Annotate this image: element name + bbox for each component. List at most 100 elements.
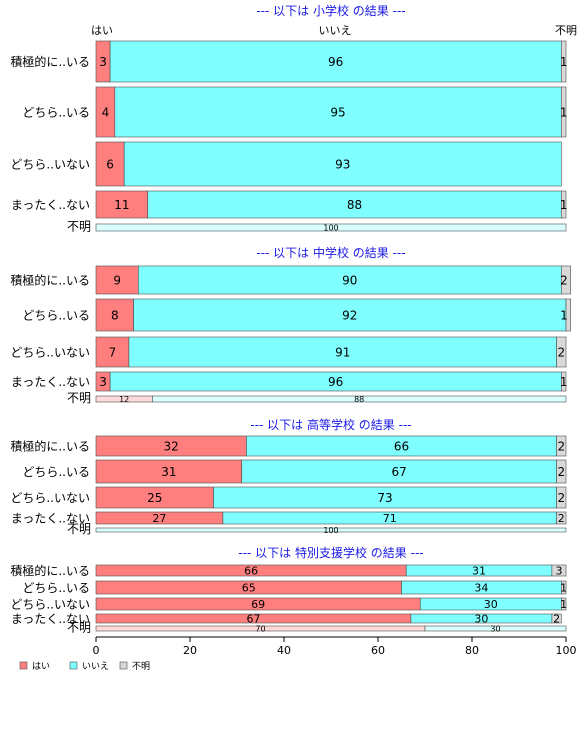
value-label: 1 (560, 55, 568, 69)
bar-segment (556, 459, 567, 484)
row-label: どちら..いる (22, 308, 90, 322)
value-label: 88 (354, 395, 364, 404)
bar-segment (551, 613, 562, 624)
value-label: 2 (553, 612, 560, 625)
value-label: 2 (557, 345, 565, 359)
value-label: 96 (328, 375, 343, 389)
bar-segment (560, 40, 567, 83)
column-header-label: はい (91, 24, 113, 37)
bar-segment (560, 265, 571, 295)
value-label: 90 (342, 273, 357, 287)
row-label: どちら..いる (22, 465, 90, 479)
row-label: 積極的に..いる (10, 563, 90, 578)
bar-segment (133, 298, 567, 332)
value-label: 25 (147, 491, 162, 505)
value-label: 1 (560, 598, 567, 611)
bar-segment (114, 86, 562, 138)
value-label: 12 (119, 395, 129, 404)
value-label: 1 (560, 198, 568, 212)
row-label: まったく..ない (11, 511, 90, 525)
value-label: 95 (330, 105, 345, 119)
legend-label: はい (32, 661, 50, 672)
value-label: 1 (560, 105, 568, 119)
bar-segment (95, 336, 130, 368)
value-label: 31 (472, 564, 486, 577)
value-label: 3 (99, 375, 107, 389)
column-header-label: いいえ (319, 24, 352, 37)
value-label: 2 (558, 512, 565, 525)
row-label: 積極的に..いる (10, 438, 90, 453)
x-tick-label: 60 (371, 644, 385, 657)
row-label: まったく..ない (11, 198, 90, 212)
row-label: 不明 (67, 522, 91, 536)
value-label: 88 (347, 198, 362, 212)
legend-label: 不明 (132, 661, 150, 672)
value-label: 7 (109, 345, 117, 359)
bar-segment (95, 265, 139, 295)
bar-segment (556, 486, 567, 509)
row-label: どちら..いる (22, 105, 90, 119)
value-label: 96 (328, 55, 343, 69)
value-label: 65 (242, 581, 256, 594)
value-label: 93 (335, 157, 350, 171)
value-label: 11 (114, 198, 129, 212)
bar-segment (95, 223, 567, 232)
bar-segment (147, 190, 562, 219)
bar-segment (128, 336, 557, 368)
panel-title: --- 以下は 小学校 の結果 --- (256, 3, 405, 18)
panel-title: --- 以下は 特別支援学校 の結果 --- (238, 545, 423, 560)
value-label: 66 (394, 439, 409, 453)
row-label: どちら..いない (10, 345, 90, 359)
bar-segment (551, 564, 567, 577)
value-label: 9 (113, 273, 121, 287)
bar-segment (95, 298, 134, 332)
bar-segment (560, 580, 567, 595)
value-label: 2 (560, 273, 568, 287)
value-label: 67 (246, 612, 260, 625)
bar-segment (138, 265, 562, 295)
value-label: 92 (342, 308, 357, 322)
legend-swatch (69, 661, 78, 670)
value-label: 3 (555, 564, 562, 577)
row-label: 積極的に..いる (10, 272, 90, 287)
row-label: 不明 (67, 391, 91, 405)
value-label: 69 (251, 598, 265, 611)
bar-segment (109, 40, 562, 83)
value-label: 2 (557, 465, 565, 479)
value-label: 71 (383, 512, 397, 525)
value-label: 2 (557, 439, 565, 453)
x-tick-label: 40 (277, 644, 291, 657)
panel-title: --- 以下は 高等学校 の結果 --- (250, 417, 411, 432)
value-label: 66 (244, 564, 258, 577)
row-label: どちら..いない (10, 597, 90, 611)
column-header-label: 不明 (555, 24, 577, 37)
bar-segment (123, 141, 562, 187)
value-label: 91 (335, 345, 350, 359)
value-label: 3 (99, 55, 107, 69)
value-label: 30 (484, 598, 498, 611)
x-tick-label: 80 (465, 644, 479, 657)
value-label: 100 (323, 223, 338, 232)
legend-swatch (19, 661, 28, 670)
value-label: 8 (111, 308, 119, 322)
bar-segment (556, 336, 567, 368)
bar-segment (560, 190, 567, 219)
bar-segment (556, 435, 567, 457)
value-label: 32 (164, 439, 179, 453)
value-label: 100 (323, 526, 338, 535)
x-tick-label: 20 (183, 644, 197, 657)
row-label: 不明 (67, 219, 91, 233)
row-label: まったく..ない (11, 612, 90, 626)
row-label: 不明 (67, 620, 91, 634)
legend-swatch (119, 661, 128, 670)
value-label: 30 (474, 612, 488, 625)
row-label: 積極的に..いる (10, 54, 90, 69)
bar-segment (152, 395, 567, 403)
value-label: 27 (152, 512, 166, 525)
bar-segment (565, 298, 571, 332)
row-label: まったく..ない (11, 375, 90, 389)
value-label: 31 (161, 465, 176, 479)
panel-title: --- 以下は 中学校 の結果 --- (256, 245, 405, 260)
value-label: 4 (102, 105, 110, 119)
